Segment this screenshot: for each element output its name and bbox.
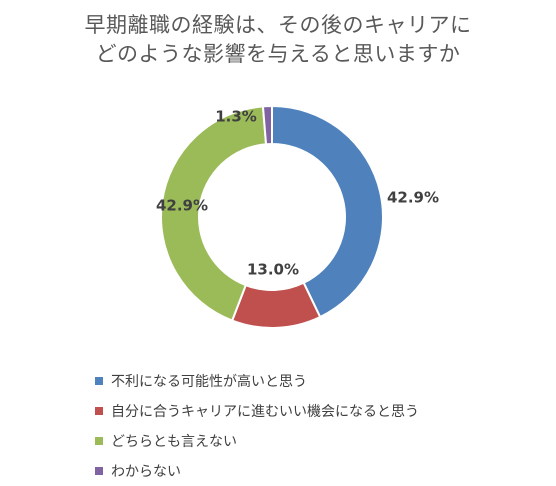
legend-swatch-4 — [95, 467, 103, 475]
legend-swatch-3 — [95, 437, 103, 445]
data-label-4: 1.3% — [215, 108, 257, 126]
legend-item-3: どちらとも言えない — [95, 426, 419, 456]
donut-slice-3 — [160, 105, 268, 322]
data-label-1: 42.9% — [387, 189, 439, 207]
legend-label-1: 不利になる可能性が高いと思う — [111, 374, 307, 390]
legend-label-4: わからない — [111, 464, 181, 480]
legend-label-2: 自分に合うキャリアに進むいい機会になると思う — [111, 404, 419, 420]
donut-slice-2 — [230, 281, 322, 329]
legend-swatch-2 — [95, 407, 103, 415]
data-label-2: 13.0% — [247, 261, 299, 279]
legend-item-2: 自分に合うキャリアに進むいい機会になると思う — [95, 396, 419, 426]
legend-item-1: 不利になる可能性が高いと思う — [95, 366, 419, 396]
legend-swatch-1 — [95, 377, 103, 385]
legend: 不利になる可能性が高いと思う自分に合うキャリアに進むいい機会になると思う どちらと… — [95, 366, 419, 486]
data-label-3: 42.9% — [156, 197, 208, 215]
chart-title-line-1: 早期離職の経験は、その後のキャリアに — [84, 13, 472, 37]
legend-label-3: どちらとも言えない — [111, 434, 237, 450]
legend-item-4: わからない — [95, 456, 419, 486]
chart-title-line-2: どのような影響を与えると思いますか — [95, 42, 461, 66]
donut-slice-4 — [261, 104, 273, 146]
donut-slice-1 — [271, 104, 384, 319]
